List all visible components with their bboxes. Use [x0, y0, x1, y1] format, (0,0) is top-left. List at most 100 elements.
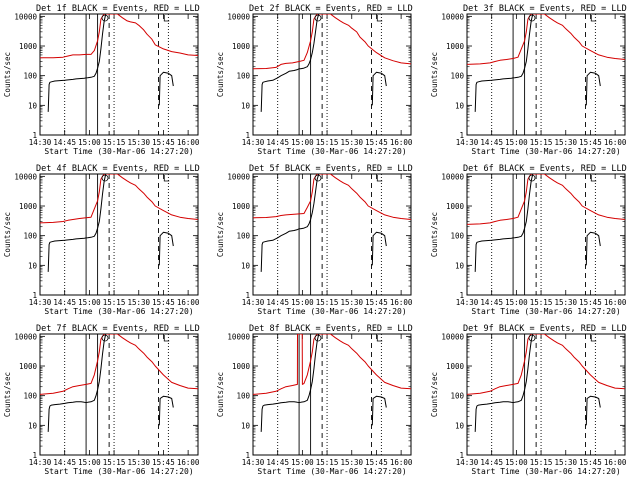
- panel-7-events-line: [47, 334, 107, 432]
- panel-5-xtick-label: 15:15: [316, 298, 339, 307]
- panel-6-ytick-label: 10000: [441, 172, 464, 181]
- panel-2-title: Det 2f BLACK = Events, RED = LLD: [249, 4, 413, 14]
- panel-1-ytick-label: 1000: [19, 42, 38, 51]
- panel-8-xtick-label: 15:15: [316, 458, 339, 467]
- panel-8-ylabel: Counts/sec: [216, 372, 225, 417]
- panel-1-title: Det 1f BLACK = Events, RED = LLD: [36, 4, 200, 14]
- panel-9-xtick-label: 15:15: [530, 458, 553, 467]
- panel-2-xtick-label: 14:45: [266, 138, 289, 147]
- panel-5-ytick-label: 100: [236, 232, 250, 241]
- panel-5-ytick-label: 10: [241, 261, 251, 270]
- panel-5-xtick-label: 14:45: [266, 298, 289, 307]
- panel-8-ytick-label: 1: [245, 451, 250, 460]
- panel-3-series: [467, 14, 625, 112]
- panel-3-saturation-marker: [528, 14, 536, 22]
- panel-5-xtick-label: 16:00: [390, 298, 413, 307]
- panel-7-ytick-label: 1: [32, 451, 37, 460]
- panel-5-corner-marker: [376, 175, 383, 182]
- panel-4-ytick-label: 1000: [19, 202, 38, 211]
- panel-2: Det 2f BLACK = Events, RED = LLD 1 10 100 10…: [216, 4, 413, 156]
- panel-1-late-events-line: [158, 71, 174, 106]
- panel-3-ytick-label: 1: [459, 131, 464, 140]
- panel-3-ylabel: Counts/sec: [430, 52, 439, 97]
- panel-7-xtick-label: 14:30: [29, 458, 52, 467]
- panel-2-ytick-label: 10000: [227, 12, 250, 21]
- panel-6-events-line: [474, 174, 534, 272]
- panel-9-xtick-label: 14:30: [456, 458, 479, 467]
- panel-1-events-line: [47, 14, 107, 112]
- panel-9: Det 9f BLACK = Events, RED = LLD 1 10 100 10…: [430, 324, 627, 476]
- panel-2-xtick-label: 14:30: [242, 138, 265, 147]
- panel-8-lld-line: [253, 334, 411, 395]
- panel-9-late-events-line: [585, 395, 601, 426]
- panel-1-ytick-label: 100: [23, 72, 37, 81]
- panel-3-xtick-label: 15:00: [505, 138, 528, 147]
- panel-7-ytick-label: 100: [23, 392, 37, 401]
- panel-8-frame: [252, 333, 412, 456]
- panel-6-saturation-marker: [528, 174, 536, 182]
- panel-7-xtick-label: 14:45: [53, 458, 76, 467]
- panel-8-title: Det 8f BLACK = Events, RED = LLD: [249, 324, 413, 334]
- panel-6-frame: [466, 173, 626, 296]
- panel-1-frame: [39, 13, 199, 136]
- panel-1-xlabel: Start Time (30-Mar-06 14:27:20): [44, 147, 193, 156]
- panel-6-ylabel: Counts/sec: [430, 212, 439, 257]
- panel-5-ytick-label: 1: [245, 291, 250, 300]
- panel-9-ytick-label: 1: [459, 451, 464, 460]
- panel-2-xlabel: Start Time (30-Mar-06 14:27:20): [257, 147, 406, 156]
- panel-9-saturation-marker: [528, 334, 536, 342]
- panel-6-ytick-label: 1: [459, 291, 464, 300]
- panel-4-ytick-label: 10: [28, 261, 38, 270]
- panel-9-ylabel: Counts/sec: [430, 372, 439, 417]
- panel-2-lld-line: [253, 14, 411, 70]
- panel-5-events-line: [260, 174, 320, 272]
- panel-9-ytick-label: 10: [455, 421, 465, 430]
- panel-1-xtick-label: 14:30: [29, 138, 52, 147]
- panel-8-xtick-label: 15:45: [365, 458, 388, 467]
- panel-8-ytick-label: 10: [241, 421, 251, 430]
- panel-6-xtick-label: 15:45: [579, 298, 602, 307]
- panel-8-late-events-line: [371, 395, 387, 426]
- panel-7-corner-marker: [163, 335, 170, 342]
- panel-9-xtick-label: 14:45: [480, 458, 503, 467]
- panel-4-frame: [39, 173, 199, 296]
- panel-3-xtick-label: 15:15: [530, 138, 553, 147]
- panel-4-saturation-marker: [101, 174, 109, 182]
- panel-4: Det 4f BLACK = Events, RED = LLD 1 10 100 10…: [3, 164, 200, 316]
- panel-4-xtick-label: 15:45: [152, 298, 175, 307]
- panel-6-xtick-label: 15:15: [530, 298, 553, 307]
- panel-1-xtick-label: 14:45: [53, 138, 76, 147]
- panel-6-late-events-line: [585, 231, 601, 266]
- panel-8-events-line: [260, 334, 320, 432]
- panel-3-xtick-label: 14:45: [480, 138, 503, 147]
- panel-5-xlabel: Start Time (30-Mar-06 14:27:20): [257, 307, 406, 316]
- panel-8-xtick-label: 15:00: [291, 458, 314, 467]
- panel-5-lld-line: [253, 174, 411, 220]
- panel-4-late-events-line: [158, 231, 174, 266]
- panel-3: Det 3f BLACK = Events, RED = LLD 1 10 100 10…: [430, 4, 627, 156]
- panel-7-ytick-label: 10000: [14, 332, 37, 341]
- panel-9-title: Det 9f BLACK = Events, RED = LLD: [463, 324, 627, 334]
- panel-9-lld-line: [467, 334, 625, 395]
- panel-2-saturation-marker: [314, 14, 322, 22]
- panel-8-ytick-label: 1000: [232, 362, 251, 371]
- panel-2-ytick-label: 1000: [232, 42, 251, 51]
- panel-1-xtick-label: 15:45: [152, 138, 175, 147]
- panel-3-ytick-label: 10000: [441, 12, 464, 21]
- panel-5-xtick-label: 15:00: [291, 298, 314, 307]
- panel-8-xtick-label: 14:30: [242, 458, 265, 467]
- panel-3-ytick-label: 1000: [446, 42, 465, 51]
- panel-8-ytick-label: 10000: [227, 332, 250, 341]
- panel-4-xtick-label: 14:45: [53, 298, 76, 307]
- panel-5-title: Det 5f BLACK = Events, RED = LLD: [249, 164, 413, 174]
- panel-8-xlabel: Start Time (30-Mar-06 14:27:20): [257, 467, 406, 476]
- panel-5-xtick-label: 15:30: [340, 298, 363, 307]
- panel-7-lld-line: [40, 334, 198, 395]
- panel-6-series: [467, 174, 625, 272]
- panel-9-xtick-label: 15:00: [505, 458, 528, 467]
- panel-2-xtick-label: 15:00: [291, 138, 314, 147]
- panel-5-frame: [252, 173, 412, 296]
- panel-6-xlabel: Start Time (30-Mar-06 14:27:20): [471, 307, 620, 316]
- panel-1-xtick-label: 15:00: [78, 138, 101, 147]
- panel-7-xtick-label: 15:00: [78, 458, 101, 467]
